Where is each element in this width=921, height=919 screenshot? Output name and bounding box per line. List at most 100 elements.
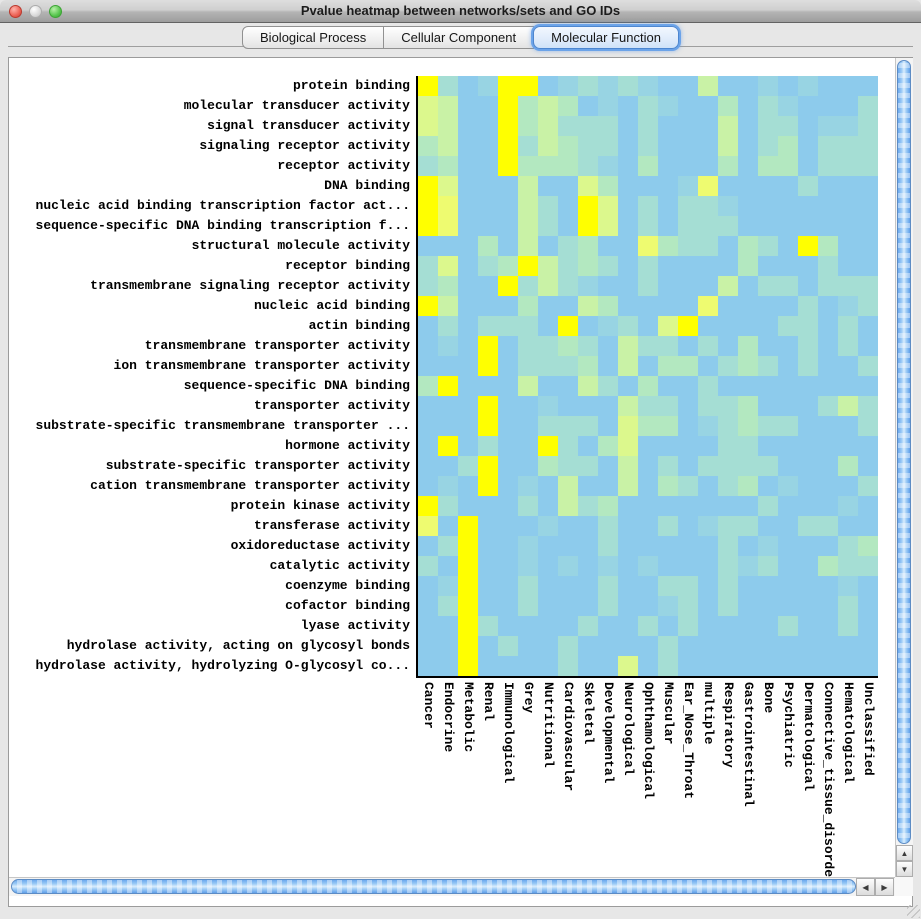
heatmap-cell — [658, 476, 678, 496]
heatmap-cell — [598, 336, 618, 356]
col-label: Ophthamological — [641, 682, 656, 800]
heatmap-cell — [798, 116, 818, 136]
heatmap-cell — [598, 496, 618, 516]
heatmap-cell — [478, 256, 498, 276]
heatmap-cell — [638, 316, 658, 336]
heatmap-cell — [658, 436, 678, 456]
title-bar[interactable]: Pvalue heatmap between networks/sets and… — [0, 0, 921, 23]
row-label: lyase activity — [300, 618, 410, 633]
resize-grip-icon[interactable] — [907, 905, 920, 918]
col-label: Hematological — [841, 682, 856, 784]
col-label: Skeletal — [581, 682, 596, 745]
heatmap-cell — [538, 456, 558, 476]
heatmap-cell — [538, 176, 558, 196]
heatmap-cell — [418, 76, 438, 96]
scroll-up-arrow-icon[interactable]: ▲ — [896, 845, 913, 861]
vertical-scrollbar[interactable]: ▲ ▼ — [895, 58, 913, 877]
scroll-right-arrow-icon[interactable]: ▶ — [875, 878, 894, 896]
col-label: Renal — [481, 682, 496, 722]
heatmap-cell — [818, 456, 838, 476]
heatmap-cell — [478, 656, 498, 676]
heatmap-cell — [638, 516, 658, 536]
col-label: Respiratory — [721, 682, 736, 768]
heatmap-cell — [698, 176, 718, 196]
scroll-left-arrow-icon[interactable]: ◀ — [856, 878, 875, 896]
heatmap-cell — [578, 616, 598, 636]
heatmap-cell — [438, 416, 458, 436]
heatmap-cell — [558, 516, 578, 536]
heatmap-cell — [778, 436, 798, 456]
heatmap-cell — [578, 76, 598, 96]
heatmap-cell — [778, 376, 798, 396]
heatmap-cell — [558, 276, 578, 296]
heatmap-cell — [578, 176, 598, 196]
heatmap-cell — [858, 156, 878, 176]
heatmap-cell — [678, 396, 698, 416]
row-label: protein kinase activity — [230, 498, 410, 513]
heatmap-cell — [478, 516, 498, 536]
heatmap-cell — [578, 156, 598, 176]
heatmap-cell — [778, 496, 798, 516]
tab-cellular-component[interactable]: Cellular Component — [383, 26, 535, 49]
heatmap-cell — [858, 216, 878, 236]
heatmap-cell — [818, 596, 838, 616]
heatmap-cell — [738, 516, 758, 536]
heatmap-cell — [678, 76, 698, 96]
heatmap-cell — [578, 536, 598, 556]
heatmap-cell — [418, 316, 438, 336]
heatmap-cell — [818, 136, 838, 156]
heatmap-cell — [618, 556, 638, 576]
heatmap-cell — [718, 436, 738, 456]
heatmap-cell — [458, 116, 478, 136]
heatmap-cell — [778, 176, 798, 196]
horizontal-scrollbar-thumb[interactable] — [11, 879, 856, 894]
heatmap-cell — [498, 216, 518, 236]
row-label: oxidoreductase activity — [230, 538, 410, 553]
heatmap-cell — [598, 396, 618, 416]
tab-molecular-function[interactable]: Molecular Function — [533, 26, 679, 49]
heatmap-cell — [638, 656, 658, 676]
heatmap-cell — [718, 356, 738, 376]
scroll-down-arrow-icon[interactable]: ▼ — [896, 861, 913, 877]
row-label: nucleic acid binding transcription facto… — [35, 198, 410, 213]
heatmap-cell — [758, 396, 778, 416]
heatmap-cell — [858, 276, 878, 296]
heatmap-cell — [638, 196, 658, 216]
heatmap-cell — [558, 336, 578, 356]
heatmap-cell — [698, 276, 718, 296]
heatmap-cell — [538, 276, 558, 296]
heatmap-cell — [778, 276, 798, 296]
heatmap-cell — [858, 596, 878, 616]
minimize-window-icon[interactable] — [29, 4, 42, 18]
heatmap-cell — [538, 616, 558, 636]
vertical-scrollbar-thumb[interactable] — [897, 60, 911, 844]
heatmap-cell — [778, 156, 798, 176]
tab-biological-process[interactable]: Biological Process — [242, 26, 385, 49]
heatmap-cell — [698, 136, 718, 156]
heatmap-cell — [518, 396, 538, 416]
heatmap-cell — [538, 416, 558, 436]
heatmap-cell — [698, 596, 718, 616]
heatmap-cell — [578, 316, 598, 336]
heatmap-cell — [778, 576, 798, 596]
heatmap-cell — [558, 576, 578, 596]
zoom-window-icon[interactable] — [49, 4, 62, 18]
window-title: Pvalue heatmap between networks/sets and… — [300, 3, 621, 18]
heatmap-cell — [438, 156, 458, 176]
close-window-icon[interactable] — [9, 4, 22, 18]
heatmap-cell — [678, 636, 698, 656]
heatmap-cell — [798, 476, 818, 496]
heatmap-cell — [518, 116, 538, 136]
heatmap-cell — [858, 396, 878, 416]
heatmap-cell — [438, 496, 458, 516]
heatmap-cell — [738, 536, 758, 556]
heatmap-cell — [838, 436, 858, 456]
col-label: Psychiatric — [781, 682, 796, 768]
heatmap-cell — [518, 296, 538, 316]
heatmap-cell — [718, 136, 738, 156]
heatmap-cell — [558, 436, 578, 456]
heatmap-cell — [698, 476, 718, 496]
heatmap-cell — [418, 276, 438, 296]
heatmap-cell — [698, 336, 718, 356]
horizontal-scrollbar[interactable]: ◀ ▶ — [9, 877, 895, 896]
